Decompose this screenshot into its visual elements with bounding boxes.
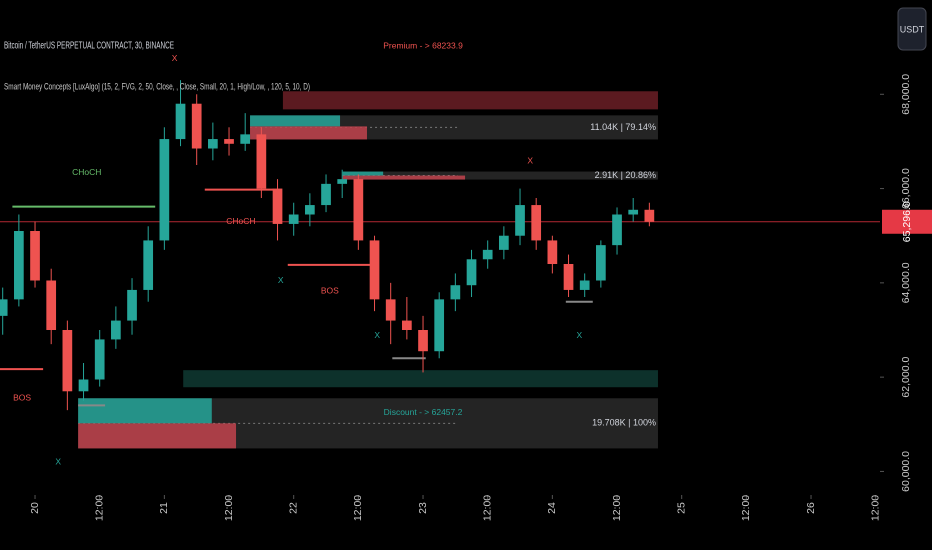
y-tick-label: 66,000.0	[900, 168, 912, 209]
zone-label: 19.708K | 100%	[592, 418, 656, 428]
last-price-box	[882, 209, 932, 234]
candle-body	[224, 139, 234, 144]
annotation: X	[278, 275, 284, 285]
candle-body	[353, 179, 364, 241]
candle-body	[288, 214, 299, 224]
candle-body	[482, 249, 493, 260]
zone	[282, 91, 658, 110]
candle-body	[644, 209, 655, 222]
currency-label[interactable]: USDT	[900, 24, 925, 34]
annotation: Premium - > 68233.9	[383, 40, 463, 50]
zone	[183, 370, 658, 388]
x-tick-label: 12:00	[481, 495, 493, 521]
candle-body	[418, 330, 428, 352]
candle-body	[305, 205, 315, 215]
x-tick-label: 12:00	[611, 495, 623, 521]
plot-area: 68,000.0 66,000.0 64,000.0 62,000.0 60,000.0…	[0, 40, 912, 521]
candle-body	[321, 183, 331, 206]
annotation: X	[172, 53, 178, 63]
indicator-label: Smart Money Concepts [LuxAlgo] (15, 2, F…	[4, 82, 310, 93]
annotation: X	[374, 330, 380, 340]
y-tick-label: 68,000.0	[900, 74, 912, 115]
x-tick-label: 12:00	[352, 495, 364, 521]
y-tick-label: 64,000.0	[900, 262, 912, 303]
candle-body	[337, 179, 348, 184]
candle-body	[175, 103, 186, 140]
candle-body	[563, 264, 574, 290]
candle-body	[127, 289, 137, 321]
last-price-label: 65,296.0	[901, 201, 913, 242]
x-tick-label: 26	[805, 502, 817, 514]
annotation: BOS	[13, 393, 31, 403]
candle-body	[143, 240, 154, 290]
y-tick-label: 60,000.0	[900, 451, 912, 492]
zone	[78, 398, 212, 424]
candle-body	[628, 209, 639, 215]
annotation: BOS	[321, 286, 339, 296]
x-tick-label: 23	[417, 502, 429, 514]
currency-button[interactable]	[897, 7, 927, 51]
candle-body	[30, 231, 40, 281]
x-tick-label: 25	[675, 502, 687, 514]
annotation: CHoCH	[72, 167, 101, 177]
candle-body	[240, 134, 251, 144]
zone	[342, 171, 658, 180]
annotation: Discount - > 62457.2	[384, 407, 463, 417]
candle-body	[579, 280, 590, 290]
x-tick-label: 12:00	[93, 495, 105, 521]
candle-body	[14, 231, 24, 300]
x-tick-label: 24	[546, 502, 558, 514]
y-tick-label: 62,000.0	[900, 357, 912, 398]
candle-body	[531, 205, 542, 241]
x-tick-label: 12:00	[223, 495, 235, 521]
candle-body	[385, 299, 396, 321]
zone-label: 2.91K | 20.86%	[595, 170, 656, 180]
candle-body	[596, 245, 606, 281]
candle-body	[111, 320, 121, 340]
chart-title: Bitcoin / TetherUS PERPETUAL CONTRACT, 3…	[4, 41, 174, 52]
candle-body	[369, 240, 380, 300]
annotation: CHoCH	[226, 216, 255, 226]
zone	[250, 126, 367, 140]
candle-body	[515, 205, 525, 236]
candle-body	[256, 134, 267, 189]
candle-body	[46, 280, 57, 330]
zone	[342, 171, 384, 176]
candle-body	[62, 330, 73, 392]
candle-body	[547, 240, 558, 264]
annotation: X	[527, 155, 533, 165]
candle-body	[159, 139, 170, 241]
candle-body	[191, 103, 202, 149]
annotation: X	[55, 456, 61, 466]
x-tick-label: 20	[29, 502, 41, 514]
candle-body	[402, 320, 412, 330]
candle-body	[434, 299, 445, 352]
candle-body	[272, 188, 283, 224]
candle-body	[78, 379, 89, 392]
x-tick-label: 12:00	[869, 495, 881, 521]
zone	[250, 115, 341, 127]
x-tick-label: 21	[158, 502, 170, 514]
x-tick-label: 12:00	[740, 495, 752, 521]
candle-body	[208, 139, 218, 149]
zone	[342, 175, 466, 180]
candle-body	[94, 339, 105, 380]
zone	[78, 423, 237, 449]
zone-label: 11.04K | 79.14%	[590, 122, 656, 132]
candle-body	[450, 285, 461, 300]
candle-body	[499, 235, 509, 250]
candle-body	[612, 214, 622, 246]
x-tick-label: 22	[287, 502, 299, 514]
annotation: X	[576, 330, 582, 340]
candle-body	[0, 299, 8, 316]
candle-body	[466, 259, 477, 286]
